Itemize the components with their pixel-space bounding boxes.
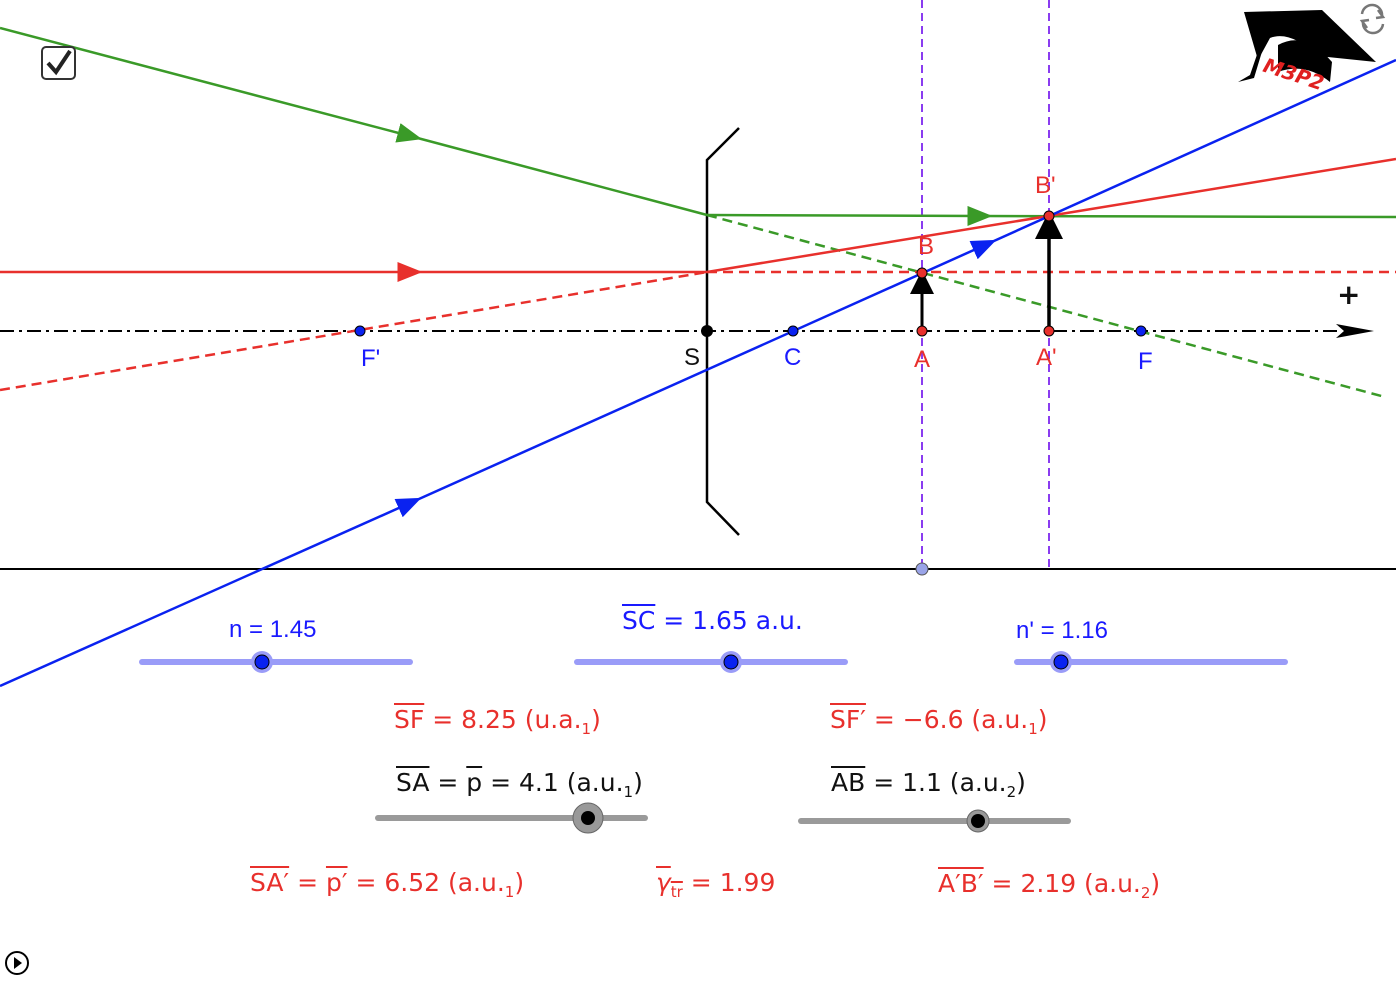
slider-n[interactable] xyxy=(139,651,413,673)
point-A[interactable] xyxy=(916,325,928,337)
p-symbol: p xyxy=(466,768,483,797)
SF-sub: 1 xyxy=(581,720,592,738)
axis-plus-sign: + xyxy=(1337,278,1361,311)
red-ray-dashed-back xyxy=(0,270,708,392)
ApBp-sub: 2 xyxy=(1140,884,1151,902)
SA-value: = 4.1 (a.u. xyxy=(482,768,624,797)
label-S: S xyxy=(684,344,701,371)
label-A: A xyxy=(914,346,931,373)
SF-value: = 8.25 (u.a. xyxy=(424,705,582,734)
ApBp-close: ) xyxy=(1150,869,1161,898)
slider-n-prime[interactable] xyxy=(1014,651,1288,673)
slider-SA-label: SA = p = 4.1 (a.u.1) xyxy=(396,768,643,801)
SA-prime-symbol: SA′ xyxy=(250,868,290,897)
ApBp-symbol: A′B′ xyxy=(938,869,984,898)
play-circle-icon[interactable] xyxy=(5,951,29,975)
blue-ray-2 xyxy=(409,239,997,505)
label-A-prime: A' xyxy=(1036,344,1057,371)
point-B-prime[interactable] xyxy=(1043,210,1055,222)
AB-sub: 2 xyxy=(1006,783,1017,801)
slider-n-label: n = 1.45 xyxy=(229,616,317,643)
green-ray-dashed xyxy=(706,213,1386,399)
point-B[interactable] xyxy=(916,267,928,279)
SF-symbol: SF xyxy=(394,705,425,734)
SF-prime-value: = −6.6 (a.u. xyxy=(865,705,1029,734)
green-ray-incident-2 xyxy=(409,134,708,217)
AB-symbol: AB xyxy=(831,768,866,797)
refresh-icon[interactable] xyxy=(1359,3,1386,35)
SC-symbol: SC xyxy=(622,606,656,635)
label-F: F xyxy=(1138,348,1153,375)
slider-AB[interactable] xyxy=(798,809,1071,833)
point-S[interactable] xyxy=(701,325,713,337)
SF-prime-sub: 1 xyxy=(1028,720,1038,738)
axis-arrow-icon xyxy=(1336,324,1374,338)
point-F[interactable] xyxy=(1135,325,1147,337)
SA-close: ) xyxy=(633,768,643,797)
gamma-value: = 1.99 xyxy=(682,868,776,897)
SA-prime-close: ) xyxy=(514,868,525,897)
slider-SC[interactable] xyxy=(574,651,848,673)
AB-close: ) xyxy=(1016,768,1026,797)
point-F-prime[interactable] xyxy=(354,325,366,337)
label-B-prime: B' xyxy=(1035,172,1056,199)
slider-SA[interactable] xyxy=(375,802,648,834)
slider-AB-label: AB = 1.1 (a.u.2) xyxy=(831,768,1026,801)
checkbox-checked-icon[interactable] xyxy=(41,46,76,80)
label-C: C xyxy=(784,344,802,371)
SF-result: SF = 8.25 (u.a.1) xyxy=(394,705,601,738)
blue-ray xyxy=(0,497,422,688)
green-ray-reflected xyxy=(706,205,993,226)
label-B: B xyxy=(918,233,935,260)
AB-value: = 1.1 (a.u. xyxy=(865,768,1007,797)
graduation-cap-logo: M3P2 xyxy=(1238,10,1376,95)
slider-n-prime-label: n' = 1.16 xyxy=(1016,617,1108,644)
SA-prime-eq: = xyxy=(289,868,326,897)
point-A-prime[interactable] xyxy=(1043,325,1055,337)
slider-SC-label: SC = 1.65 a.u. xyxy=(622,606,803,635)
SA-sub: 1 xyxy=(623,783,634,801)
SA-prime-value: = 6.52 (a.u. xyxy=(347,868,505,897)
ApBp-value: = 2.19 (a.u. xyxy=(983,869,1141,898)
SF-prime-symbol: SF′ xyxy=(830,705,866,734)
SF-close: ) xyxy=(591,705,601,734)
SA-prime-result: SA′ = p′ = 6.52 (a.u.1) xyxy=(250,868,524,901)
gamma-symbol: γtr xyxy=(656,868,683,901)
point-C[interactable] xyxy=(787,325,799,337)
SF-prime-result: SF′ = −6.6 (a.u.1) xyxy=(830,705,1048,738)
label-F-prime: F' xyxy=(361,345,381,372)
SC-value: = 1.65 a.u. xyxy=(655,606,803,635)
SA-eq: = xyxy=(429,768,467,797)
gamma-result: γtr = 1.99 xyxy=(656,868,775,901)
p-prime-symbol: p′ xyxy=(325,868,348,897)
gamma-sub: tr xyxy=(670,883,683,901)
SA-prime-sub: 1 xyxy=(504,883,515,901)
green-ray-incident xyxy=(0,26,423,143)
SF-prime-close: ) xyxy=(1037,705,1048,734)
SA-symbol: SA xyxy=(396,768,430,797)
A-prime-B-prime-result: A′B′ = 2.19 (a.u.2) xyxy=(938,869,1160,902)
point-ground[interactable] xyxy=(915,562,929,576)
gamma-letter: γ xyxy=(656,868,671,897)
